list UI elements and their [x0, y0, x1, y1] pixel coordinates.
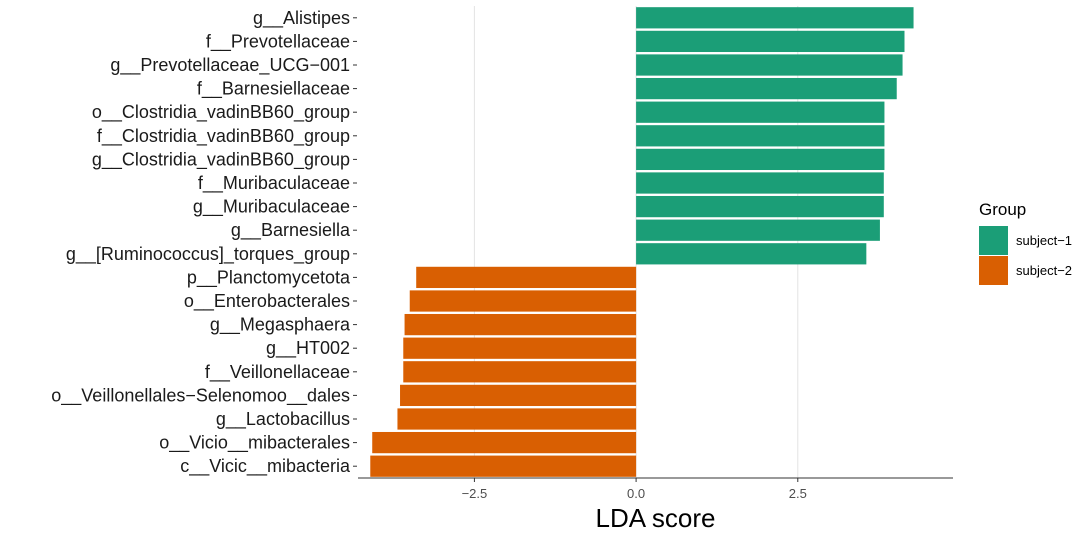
- bar-15: [403, 337, 637, 359]
- category-label: g__Alistipes: [253, 8, 350, 29]
- x-tick-label: 2.5: [789, 486, 807, 501]
- grid-lines: [473, 6, 799, 478]
- bar-2: [636, 30, 905, 53]
- category-label: g__Clostridia_vadinBB60_group: [92, 149, 350, 170]
- bar-4: [636, 77, 897, 100]
- category-label: f__Barnesiellaceae: [197, 79, 350, 100]
- category-label: g__HT002: [266, 338, 350, 359]
- category-label: f__Prevotellaceae: [206, 31, 350, 52]
- bar-13: [409, 290, 637, 312]
- category-label: c__Vicic__mibacteria: [180, 456, 351, 477]
- bar-3: [636, 54, 903, 76]
- bar-14: [404, 313, 637, 336]
- legend-label: subject−1: [1016, 233, 1072, 248]
- bar-5: [636, 101, 885, 123]
- x-axis: −2.5 0.0 2.5: [358, 477, 953, 501]
- x-axis-title: LDA score: [596, 503, 716, 533]
- category-label: f__Muribaculaceae: [198, 173, 350, 194]
- x-tick-label: −2.5: [462, 486, 488, 501]
- category-label: g__Muribaculaceae: [193, 197, 350, 218]
- legend-swatch: [979, 256, 1008, 285]
- bar-6: [636, 125, 885, 147]
- category-label: g__[Ruminococcus]_torques_group: [66, 244, 350, 265]
- legend-label: subject−2: [1016, 263, 1072, 278]
- bar-17: [400, 384, 637, 407]
- bar-11: [636, 243, 867, 265]
- legend: Group subject−1 subject−2: [979, 200, 1072, 285]
- bar-18: [397, 408, 637, 430]
- category-label: o__Enterobacterales: [184, 291, 350, 312]
- category-label: f__Veillonellaceae: [205, 362, 350, 383]
- legend-swatch: [979, 226, 1008, 255]
- category-label: g__Lactobacillus: [216, 409, 350, 430]
- category-label: f__Clostridia_vadinBB60_group: [97, 126, 350, 147]
- bar-20: [370, 455, 637, 477]
- category-label: p__Planctomycetota: [187, 267, 351, 288]
- legend-items: subject−1 subject−2: [979, 226, 1072, 285]
- bar-9: [636, 195, 884, 218]
- category-label: g__Prevotellaceae_UCG−001: [110, 55, 350, 76]
- bar-16: [403, 361, 637, 383]
- bar-12: [416, 266, 637, 289]
- category-label: o__Vicio__mibacterales: [159, 433, 350, 454]
- bar-10: [636, 219, 880, 241]
- category-label: g__Megasphaera: [210, 315, 351, 336]
- bar-8: [636, 172, 884, 194]
- bar-1: [636, 7, 914, 29]
- category-label: o__Clostridia_vadinBB60_group: [92, 102, 350, 123]
- category-label: o__Veillonellales−Selenomoo__dales: [51, 385, 350, 406]
- bars: [370, 7, 914, 477]
- bar-19: [372, 431, 637, 454]
- legend-title: Group: [979, 200, 1026, 219]
- category-label: g__Barnesiella: [231, 220, 351, 241]
- bar-7: [636, 148, 885, 171]
- x-tick-label: 0.0: [627, 486, 645, 501]
